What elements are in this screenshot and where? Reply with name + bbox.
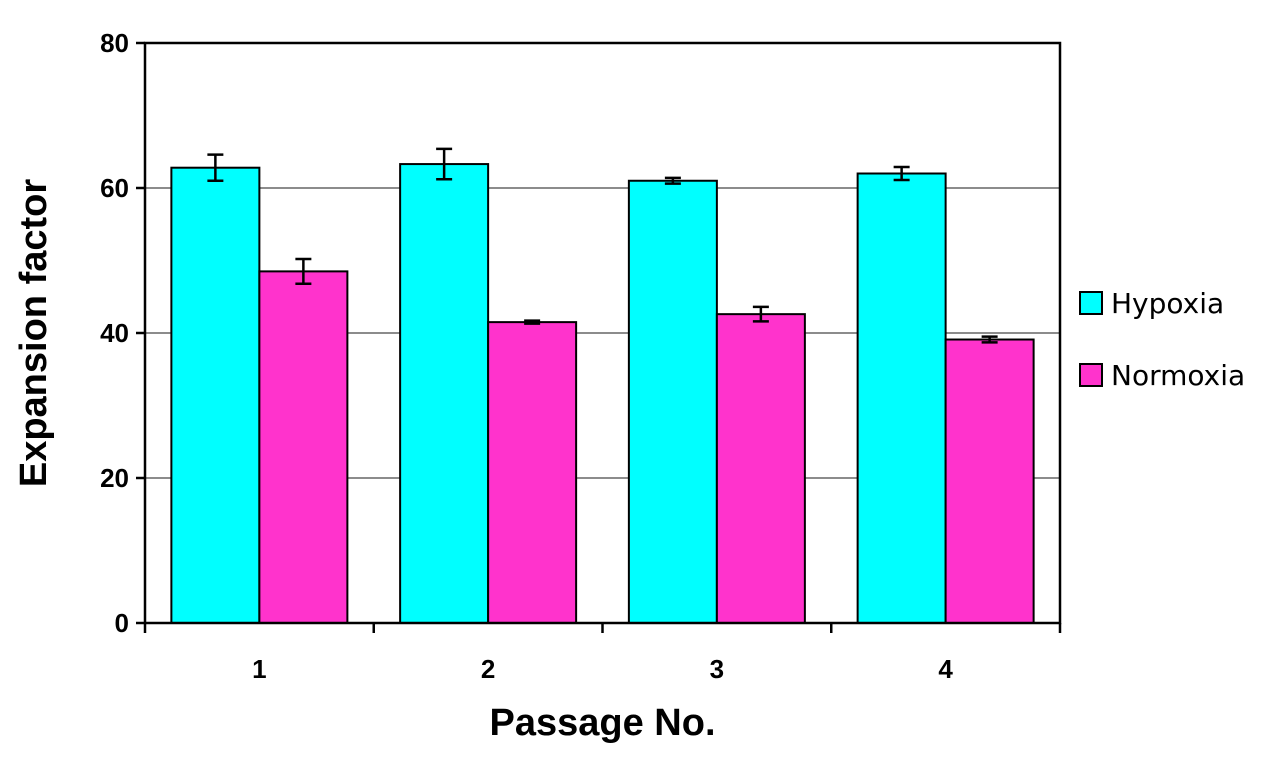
error-bar-hypoxia-2 [436, 147, 453, 181]
y-tick-label: 60 [100, 173, 129, 203]
y-tick-label: 80 [100, 28, 129, 58]
legend-swatch-normoxia [1079, 363, 1103, 387]
bar-hypoxia-4 [856, 172, 947, 624]
legend-label-normoxia: Normoxia [1111, 359, 1245, 392]
legend: Hypoxia Normoxia [1079, 287, 1245, 392]
x-tick-label: 2 [481, 654, 495, 684]
error-bar-normoxia-4 [981, 335, 998, 344]
legend-swatch-hypoxia [1079, 291, 1103, 315]
error-bar-normoxia-1 [295, 257, 312, 285]
x-axis-title: Passage No. [490, 702, 716, 744]
y-tick-label: 0 [115, 608, 129, 638]
bar-hypoxia-2 [399, 163, 490, 624]
y-axis-title: Expansion factor [13, 179, 55, 487]
bar-normoxia-3 [715, 313, 806, 624]
bar-normoxia-4 [944, 338, 1035, 624]
y-tick-label: 40 [100, 318, 129, 348]
x-tick-label: 1 [252, 654, 266, 684]
bar-normoxia-2 [487, 321, 578, 624]
error-bar-normoxia-2 [524, 319, 541, 325]
error-bar-hypoxia-3 [664, 176, 681, 185]
y-tick-label: 20 [100, 463, 129, 493]
error-bars [207, 147, 998, 344]
error-bar-hypoxia-4 [893, 165, 910, 182]
bars [170, 163, 1035, 624]
x-axis-ticks: 1 2 3 4 [143, 623, 1062, 684]
bar-normoxia-1 [258, 270, 349, 624]
x-tick-label: 3 [710, 654, 724, 684]
bar-hypoxia-1 [170, 166, 261, 624]
legend-label-hypoxia: Hypoxia [1111, 287, 1224, 320]
error-bar-hypoxia-1 [207, 153, 224, 182]
bar-hypoxia-3 [627, 179, 718, 624]
y-axis-ticks: 0 20 40 60 80 [100, 28, 145, 638]
error-bar-normoxia-3 [752, 305, 769, 323]
x-tick-label: 4 [938, 654, 953, 684]
